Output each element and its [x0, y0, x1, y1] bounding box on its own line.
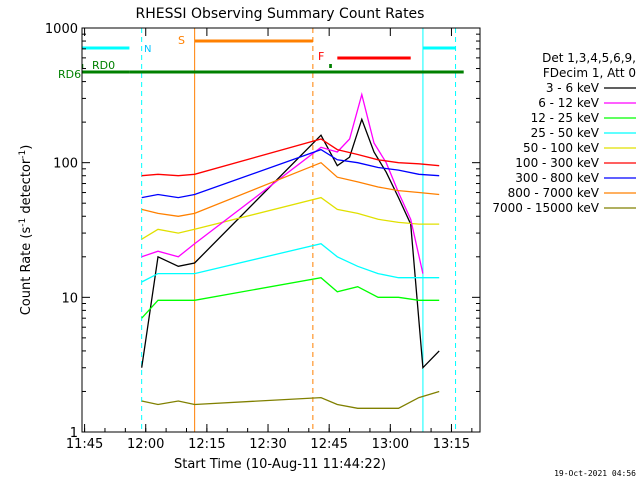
y-tick-label: 1000 [45, 22, 78, 37]
x-tick-label: 11:45 [66, 437, 103, 452]
rd6-label: RD6 [58, 68, 81, 81]
series-line-100-300-kev [141, 138, 440, 177]
series-line-3-6-kev [141, 117, 440, 370]
legend-label: 800 - 7000 keV [508, 186, 600, 200]
series-line-25-50-kev [141, 242, 440, 283]
x-tick-label: 12:30 [249, 437, 286, 452]
series-line-12-25-kev [141, 277, 440, 319]
legend-label: 300 - 800 keV [515, 171, 599, 185]
f-label: F [318, 50, 324, 63]
x-tick-label: 12:15 [188, 437, 225, 452]
legend-header-line1: Det 1,3,4,5,6,9, [542, 51, 636, 65]
s-label: S [178, 34, 185, 47]
generation-date-stamp: 19-Oct-2021 04:56 [554, 469, 636, 478]
legend-label: 6 - 12 keV [538, 96, 600, 110]
legend-label: 7000 - 15000 keV [492, 201, 599, 215]
legend-header-line2: FDecim 1, Att 0 [543, 66, 636, 80]
n-label: N [144, 44, 151, 55]
series-line-800-7000-kev [141, 161, 440, 217]
series-line-50-100-kev [141, 196, 440, 240]
x-tick-label: 12:00 [127, 437, 164, 452]
legend-label: 100 - 300 keV [515, 156, 599, 170]
legend-label: 25 - 50 keV [531, 126, 600, 140]
plot-frame [81, 27, 481, 433]
series-line-300-800-kev [141, 148, 440, 199]
x-axis-label: Start Time (10-Aug-11 11:44:22) [174, 457, 386, 472]
x-tick-label: 13:15 [433, 437, 470, 452]
legend-label: 50 - 100 keV [523, 141, 600, 155]
rd0-label: RD0 [92, 59, 115, 72]
legend-label: 3 - 6 keV [546, 81, 600, 95]
y-tick-label: 100 [53, 157, 78, 172]
y-axis-label: Count Rate (s-1 detector-1) [18, 145, 34, 316]
legend-label: 12 - 25 keV [531, 111, 600, 125]
y-tick-label: 1 [70, 426, 78, 441]
series-line-6-12-kev [141, 92, 424, 274]
x-tick-label: 13:00 [372, 437, 409, 452]
y-tick-label: 10 [61, 291, 78, 306]
chart-title: RHESSI Observing Summary Count Rates [136, 6, 425, 22]
series-line-7000-15000-kev [141, 390, 440, 409]
x-tick-label: 12:45 [310, 437, 347, 452]
